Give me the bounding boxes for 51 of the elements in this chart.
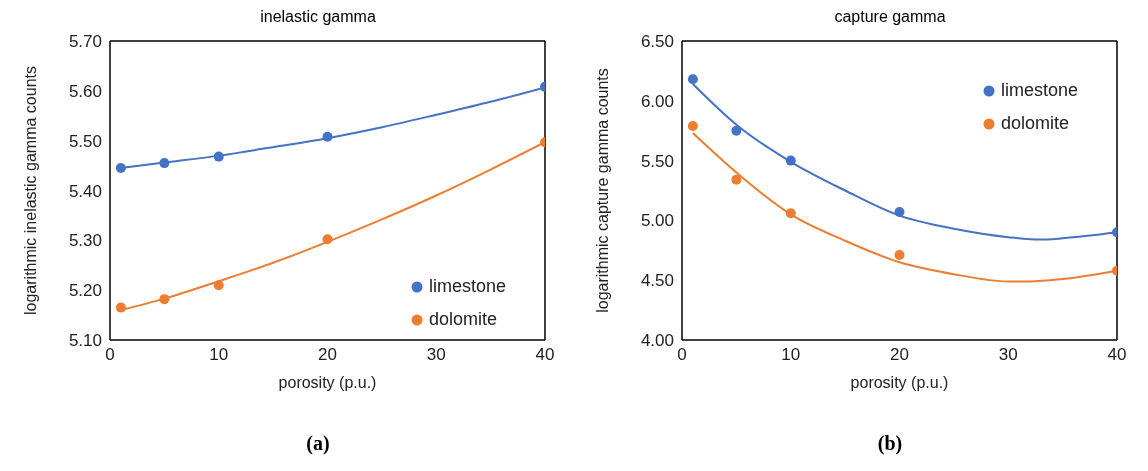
y-tick-label: 5.50 (68, 131, 102, 151)
x-axis-title: porosity (p.u.) (850, 374, 949, 391)
y-tick-label: 5.60 (68, 81, 102, 101)
x-tick-label: 30 (998, 345, 1018, 365)
legend-label: dolomite (428, 309, 497, 330)
y-tick-label: 6.00 (640, 91, 674, 111)
x-tick-label: 10 (209, 345, 229, 365)
y-tick-label: 5.70 (68, 32, 102, 52)
point (687, 74, 698, 85)
point (159, 294, 170, 305)
point (687, 120, 698, 131)
y-tick-label: 5.30 (68, 231, 102, 251)
x-tick-label: 40 (1107, 345, 1127, 365)
x-tick-label: 40 (535, 345, 555, 365)
text: (a) (305, 432, 331, 455)
point (115, 302, 126, 313)
x-tick-label: 20 (890, 345, 909, 365)
point (322, 131, 333, 142)
legend-label: limestone (1000, 80, 1078, 101)
point (894, 250, 905, 261)
y-tick-label: 4.00 (640, 331, 674, 351)
point (213, 151, 224, 162)
point (213, 280, 224, 291)
point (894, 207, 905, 218)
point (785, 155, 796, 166)
x-tick-label: 0 (105, 345, 115, 365)
point (115, 163, 126, 174)
point (159, 158, 170, 169)
chart-title: capture gamma (833, 8, 947, 27)
y-tick-label: 5.00 (640, 211, 674, 231)
point (322, 234, 333, 245)
y-tick-label: 4.50 (640, 271, 674, 291)
legend-label: limestone (428, 276, 506, 297)
text: (b) (876, 432, 904, 455)
point (785, 208, 796, 219)
point (731, 125, 742, 136)
y-axis-title: logarithmic capture gamma counts (593, 68, 611, 313)
x-tick-label: 20 (318, 345, 337, 365)
x-tick-label: 30 (426, 345, 446, 365)
x-tick-label: 10 (781, 345, 801, 365)
y-tick-label: 5.40 (68, 181, 102, 201)
legend-label: dolomite (1000, 113, 1069, 134)
x-tick-label: 0 (677, 345, 687, 365)
x-axis-title: porosity (p.u.) (278, 374, 377, 391)
point (731, 174, 742, 185)
y-axis-title: logarithmic inelastic gamma counts (21, 66, 39, 315)
y-tick-label: 5.50 (640, 151, 674, 171)
chart-title: inelastic gamma (259, 8, 377, 27)
y-tick-label: 5.20 (68, 281, 102, 301)
y-tick-label: 6.50 (640, 32, 674, 52)
y-tick-label: 5.10 (68, 331, 102, 351)
